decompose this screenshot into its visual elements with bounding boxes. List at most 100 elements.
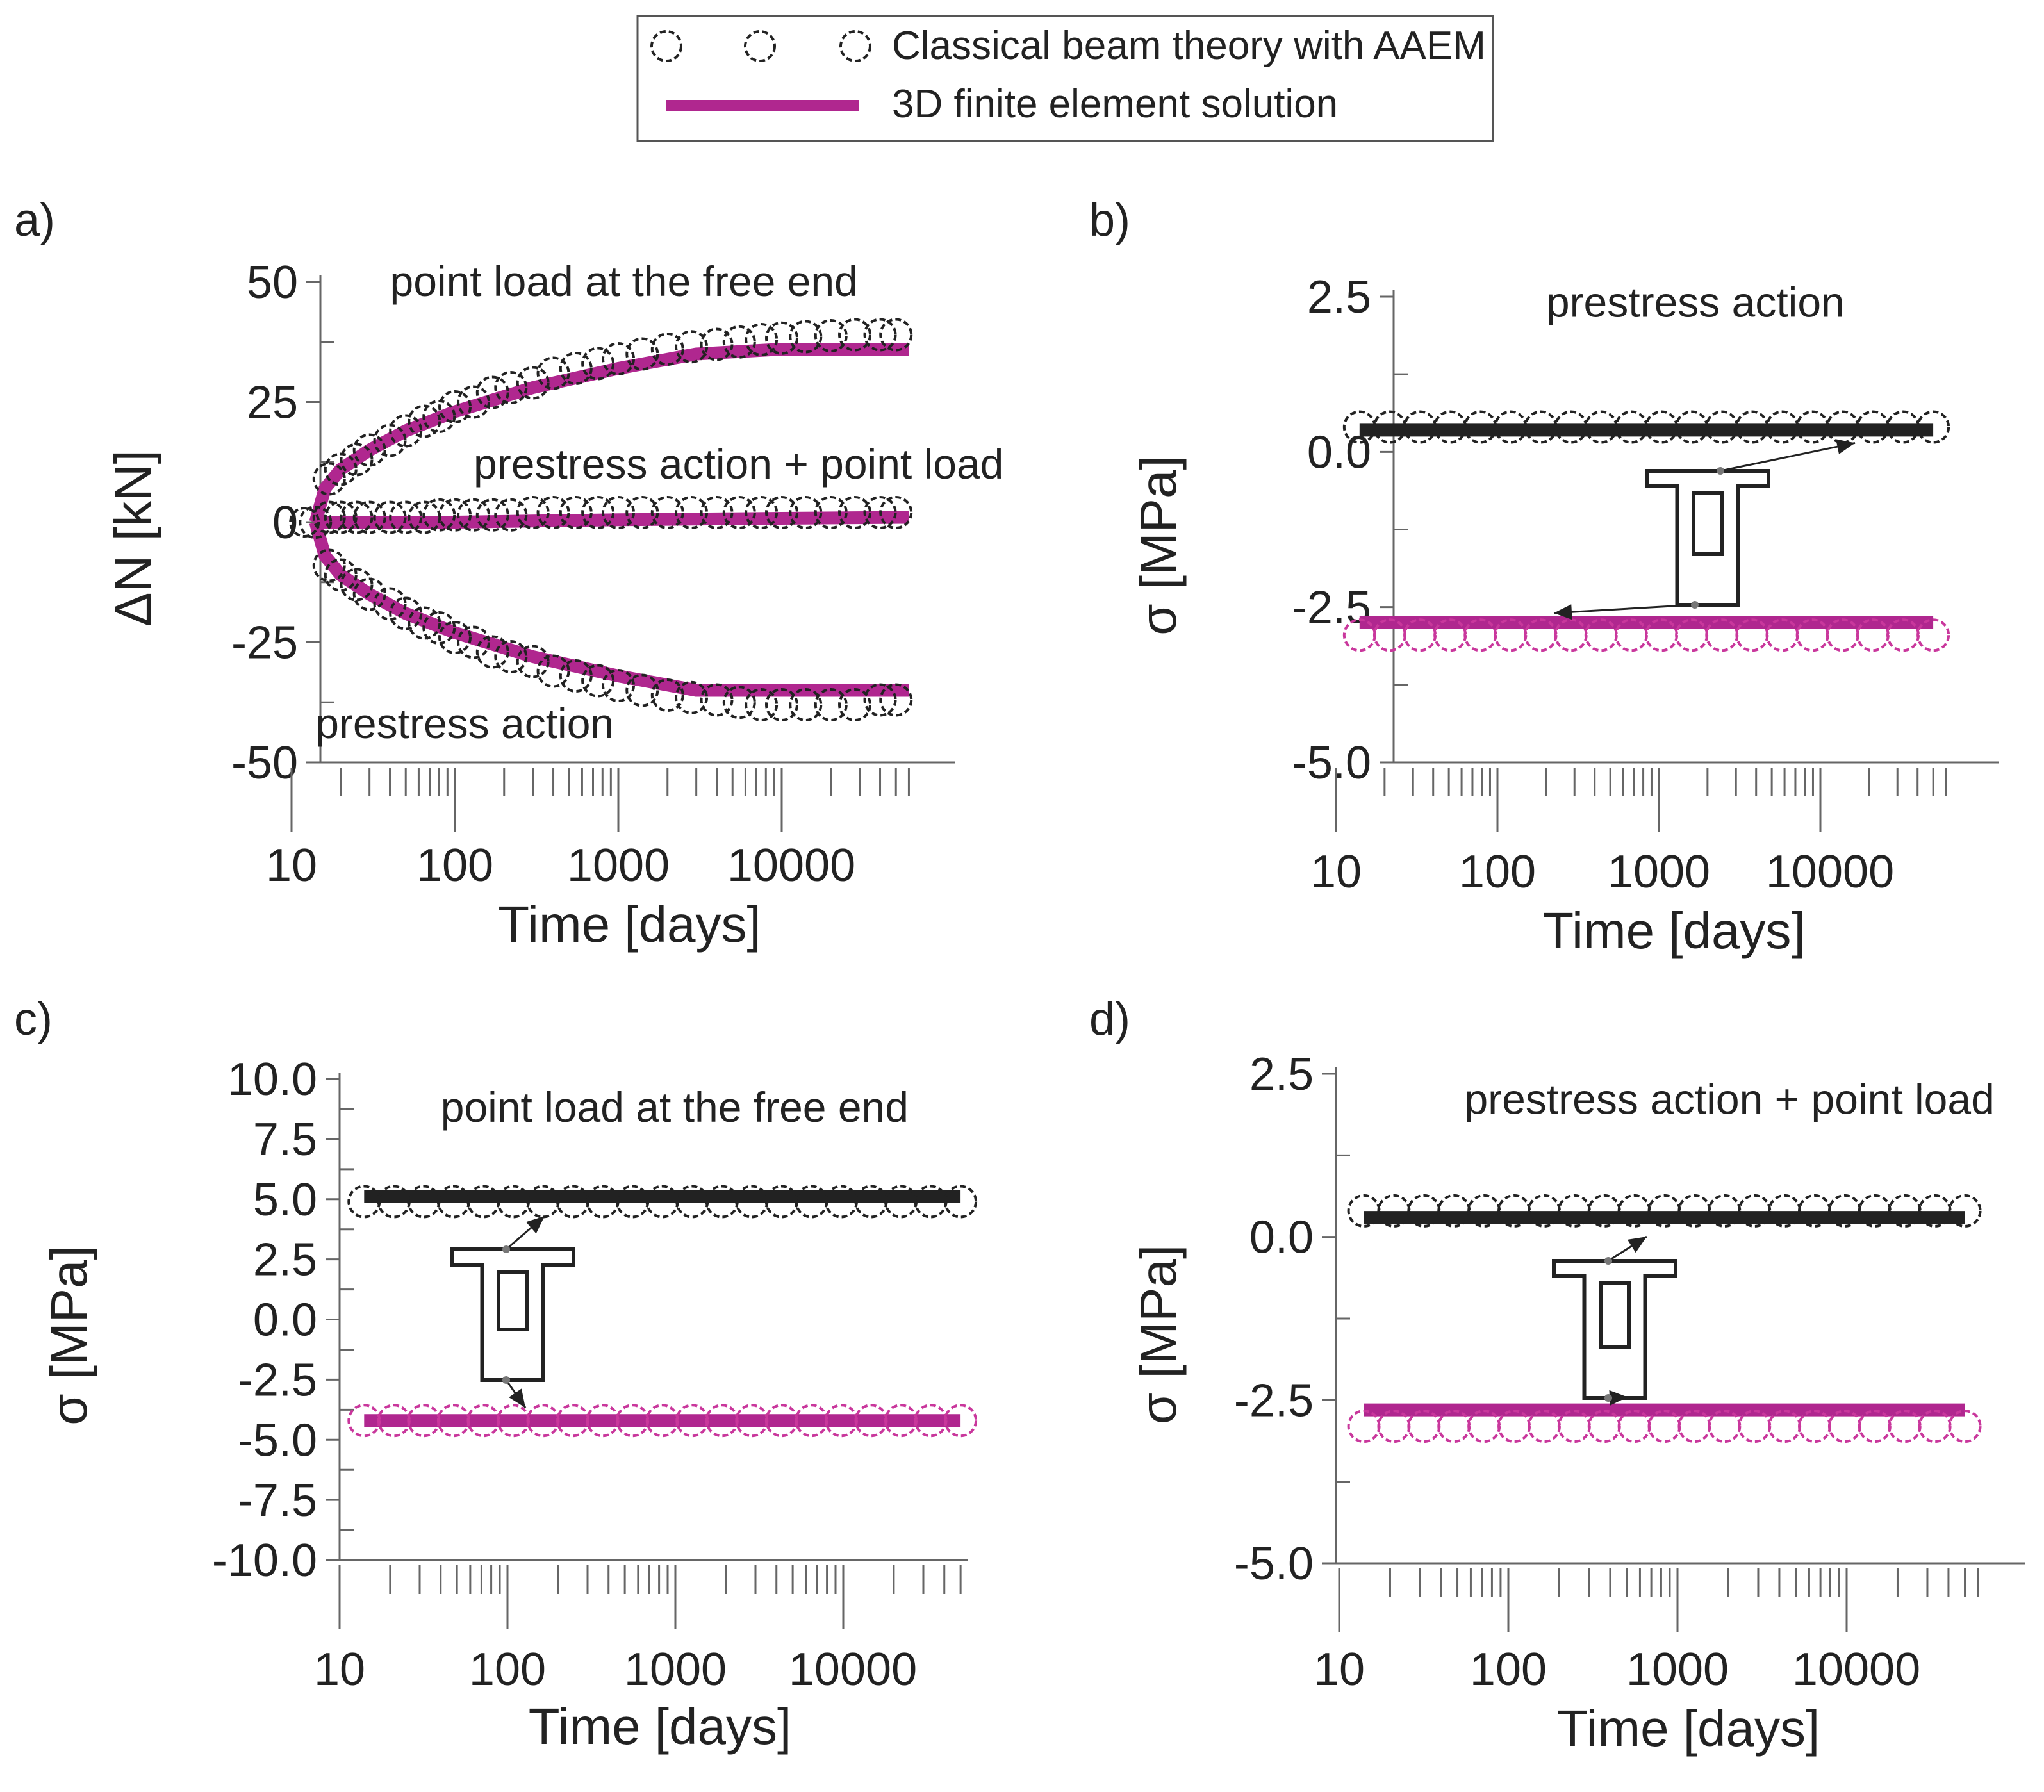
series-marker: [536, 356, 570, 390]
y-axis-label: ΔN [kN]: [104, 450, 161, 627]
y-tick-label: 5.0: [253, 1174, 317, 1226]
series-marker: [675, 330, 709, 364]
y-tick-label: -2.5: [1292, 582, 1371, 634]
series-marker: [581, 347, 615, 381]
x-tick-label: 100: [1470, 1644, 1547, 1695]
series-marker: [1347, 1410, 1381, 1443]
series-marker: [944, 1404, 978, 1438]
series-marker: [581, 664, 615, 698]
y-tick-label: -2.5: [238, 1354, 317, 1406]
y-tick-label: 10.0: [227, 1054, 317, 1105]
series-marker: [352, 500, 386, 534]
series-marker: [650, 496, 684, 529]
y-tick-label: -10.0: [212, 1535, 317, 1586]
series-marker: [722, 686, 756, 719]
series-marker: [625, 337, 659, 371]
y-tick-label: 0: [272, 497, 298, 548]
pointer-dot: [1604, 1394, 1612, 1402]
pointer-dot: [502, 1376, 510, 1384]
panel-label: c): [14, 994, 53, 1045]
series-marker: [863, 496, 897, 529]
series-marker: [559, 659, 593, 693]
x-tick-label: 10: [314, 1644, 365, 1695]
y-tick-label: 0.0: [253, 1295, 317, 1346]
x-tick-label: 100: [416, 840, 493, 891]
series-marker: [838, 318, 872, 352]
series-marker: [745, 496, 779, 529]
series-marker: [457, 385, 491, 419]
series-marker: [879, 496, 913, 529]
y-tick-label: 50: [247, 257, 298, 308]
series-marker: [475, 375, 509, 409]
y-tick-label: 2.5: [253, 1235, 317, 1286]
series-marker: [765, 688, 798, 721]
series-marker: [324, 500, 358, 534]
y-tick-label: -5.0: [1292, 737, 1371, 789]
x-tick-label: 10: [1314, 1644, 1365, 1695]
series-marker: [422, 400, 456, 433]
y-tick-label: -25: [231, 618, 298, 669]
series-marker: [789, 320, 823, 354]
series-marker: [789, 688, 823, 721]
series-marker: [789, 496, 823, 529]
x-tick-label: 1000: [624, 1644, 727, 1695]
x-tick-label: 10: [1310, 846, 1362, 898]
series-marker: [650, 333, 684, 366]
y-tick-label: -7.5: [238, 1475, 317, 1526]
series-marker: [559, 352, 593, 385]
cross-section-sketch: [1645, 469, 1770, 607]
series-marker: [675, 680, 709, 714]
x-axis-label: Time [days]: [529, 1698, 791, 1755]
series-marker: [494, 371, 528, 404]
pointer-arrowhead: [1554, 604, 1572, 620]
series-marker: [765, 321, 798, 355]
pointer-arrowhead: [1627, 1237, 1647, 1253]
y-tick-label: -5.0: [1234, 1538, 1314, 1590]
series-marker: [373, 500, 407, 534]
series-marker: [863, 683, 897, 717]
series-marker: [675, 496, 709, 529]
y-tick-label: 0.0: [1249, 1212, 1314, 1263]
series-marker: [389, 500, 423, 534]
series-marker: [408, 606, 441, 640]
pointer-line: [1720, 441, 1856, 472]
y-tick-label: 7.5: [253, 1114, 317, 1165]
series-marker: [838, 688, 872, 721]
legend-box: [636, 15, 1494, 142]
series-marker: [602, 496, 635, 529]
cross-section-sketch: [1552, 1259, 1677, 1400]
chart-annotation: prestress action: [315, 700, 614, 747]
pointer-line: [1553, 604, 1695, 614]
series-marker: [602, 669, 635, 702]
series-marker: [745, 323, 779, 356]
series-marker: [457, 625, 491, 659]
panel-label: d): [1089, 994, 1130, 1045]
series-marker: [340, 500, 374, 534]
series-marker: [879, 683, 913, 717]
series-marker: [340, 568, 374, 602]
series-marker: [1948, 1194, 1982, 1228]
x-axis-label: Time [days]: [498, 896, 761, 953]
x-tick-label: 100: [469, 1644, 546, 1695]
x-tick-label: 10000: [1792, 1644, 1920, 1695]
y-tick-label: 25: [247, 377, 298, 429]
legend-circle-marker: [650, 30, 682, 62]
panel-c: c) 10.0 7.5 5.0 2.5 0.0 -2.5 -5.0 -7.5 -10.0 10 100…: [14, 994, 978, 1755]
series-marker: [814, 496, 848, 529]
series-marker: [352, 433, 386, 467]
series-marker: [516, 645, 550, 678]
x-tick-label: 10000: [789, 1644, 917, 1695]
series-marker: [745, 688, 779, 721]
x-tick-label: 10: [266, 840, 317, 891]
pointer-dot: [1604, 1257, 1612, 1265]
series-marker: [408, 404, 441, 438]
x-axis-label: Time [days]: [1557, 1700, 1820, 1757]
series-marker: [324, 558, 358, 592]
series-marker: [602, 342, 635, 375]
series-line: [315, 511, 909, 529]
series-marker: [475, 635, 509, 669]
series-marker: [1916, 410, 1950, 444]
panel-label: b): [1089, 195, 1130, 246]
